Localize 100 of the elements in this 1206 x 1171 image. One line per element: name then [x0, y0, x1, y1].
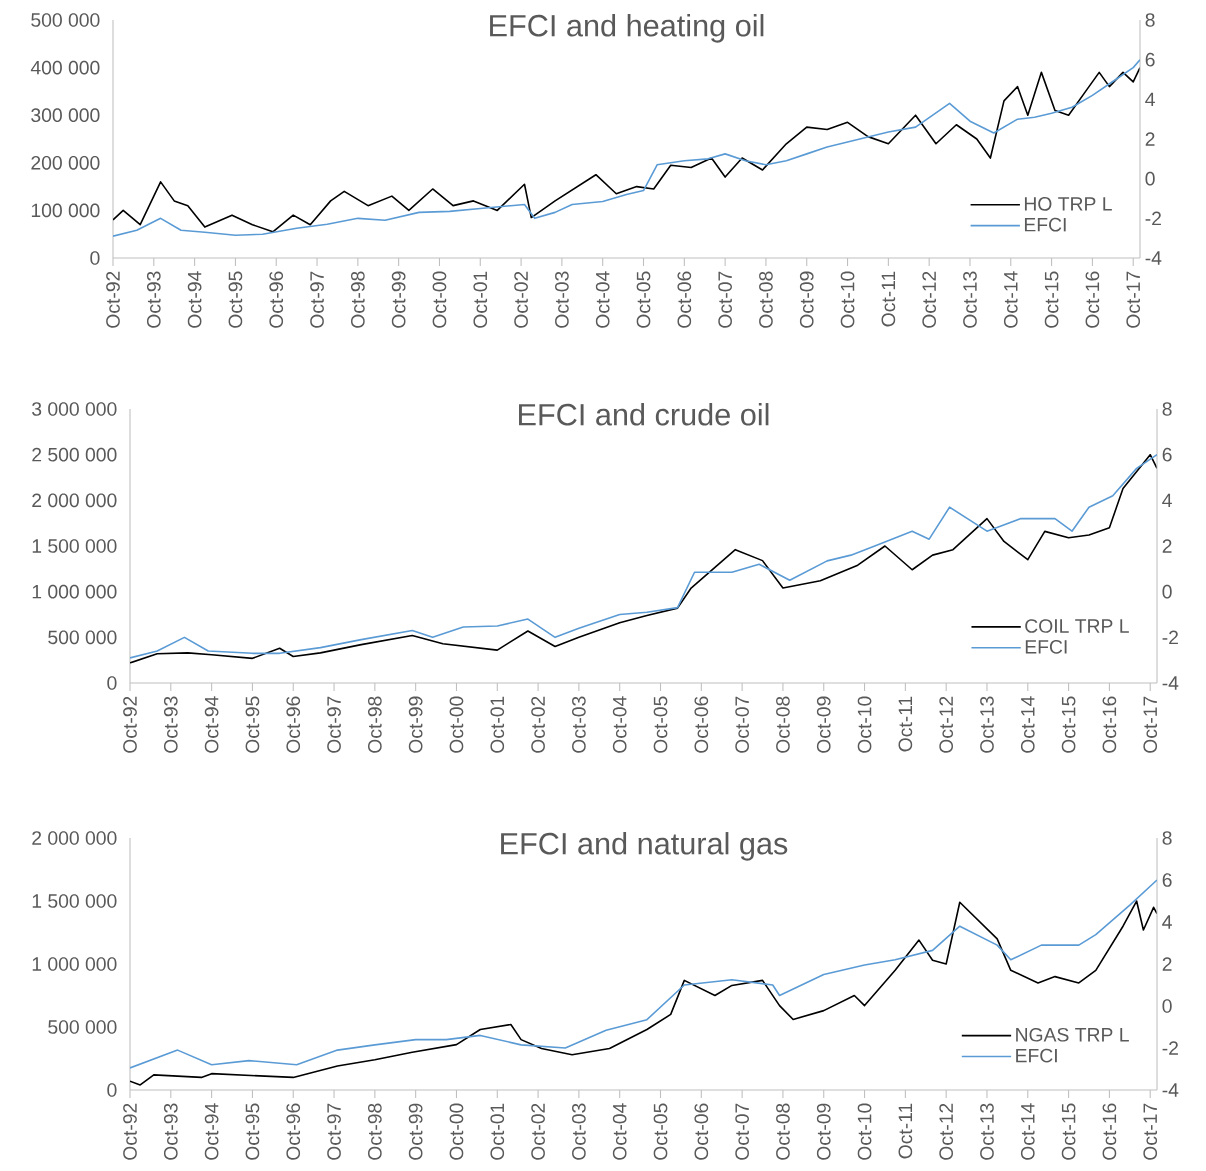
y-tick-label: 1 000 000	[32, 584, 117, 599]
y2-tick-label: 2	[1162, 539, 1172, 553]
y-tick-label: 100 000	[31, 203, 100, 218]
x-tick-label: Oct-08	[776, 696, 790, 753]
y2-tick-label: 8	[1162, 831, 1172, 845]
legend-label: EFCI	[1024, 217, 1066, 232]
x-tick-label: Oct-14	[1020, 696, 1035, 753]
legend-label: COIL TRP L	[1025, 619, 1129, 633]
x-tick-label: Oct-95	[245, 1103, 260, 1160]
x-tick-label: Oct-08	[776, 1103, 790, 1160]
x-tick-label: Oct-05	[636, 271, 651, 328]
y-tick-label: 300 000	[31, 108, 100, 123]
x-tick-label: Oct-03	[555, 271, 569, 328]
x-tick-label: Oct-02	[531, 696, 545, 753]
x-tick-label: Oct-01	[490, 1103, 505, 1160]
x-tick-label: Oct-03	[572, 1103, 586, 1160]
y2-tick-label: -4	[1162, 1083, 1179, 1097]
x-tick-label: Oct-94	[187, 271, 202, 328]
x-tick-label: Oct-11	[898, 696, 913, 752]
x-tick-label: Oct-09	[816, 696, 831, 753]
x-tick-label: Oct-03	[572, 696, 586, 753]
line-series	[130, 900, 1158, 1086]
y2-tick-label: 2	[1145, 132, 1155, 146]
x-tick-label: Oct-06	[694, 696, 709, 753]
x-tick-label: Oct-16	[1102, 1103, 1117, 1160]
x-tick-label: Oct-99	[408, 1103, 423, 1160]
x-tick-label: Oct-00	[449, 1103, 464, 1160]
x-tick-label: Oct-97	[327, 696, 341, 753]
x-tick-label: Oct-97	[310, 271, 324, 328]
x-tick-label: Oct-13	[980, 1103, 994, 1160]
x-tick-label: Oct-07	[735, 1103, 749, 1160]
x-tick-label: Oct-95	[245, 696, 260, 753]
x-tick-label: Oct-04	[595, 271, 610, 328]
y-tick-label: 500 000	[48, 630, 117, 645]
x-tick-label: Oct-15	[1061, 1103, 1076, 1160]
x-tick-label: Oct-05	[653, 1103, 668, 1160]
y-tick-label: 500 000	[48, 1020, 117, 1034]
x-tick-label: Oct-92	[106, 271, 120, 328]
y-tick-label: 1 000 000	[32, 957, 117, 971]
y2-tick-label: 8	[1145, 13, 1155, 27]
x-tick-label: Oct-12	[939, 1103, 954, 1160]
x-tick-label: Oct-92	[123, 1103, 137, 1160]
x-tick-label: Oct-00	[449, 696, 464, 753]
x-tick-label: Oct-17	[1143, 1103, 1158, 1160]
x-tick-label: Oct-06	[677, 271, 692, 328]
x-tick-label: Oct-98	[368, 696, 382, 753]
y2-tick-label: -2	[1145, 211, 1161, 226]
x-tick-label: Oct-14	[1020, 1103, 1035, 1160]
y-tick-label: 0	[90, 251, 100, 265]
x-tick-label: Oct-15	[1061, 696, 1076, 753]
y2-tick-label: -2	[1162, 630, 1178, 645]
line-series	[130, 879, 1158, 1069]
legend-label: EFCI	[1025, 639, 1067, 654]
y-tick-label: 200 000	[31, 155, 100, 170]
legend-label: NGAS TRP L	[1016, 1027, 1129, 1042]
y2-tick-label: 8	[1162, 402, 1172, 416]
x-tick-label: Oct-93	[163, 1103, 178, 1160]
x-tick-label: Oct-11	[898, 1103, 913, 1159]
y-tick-label: 0	[107, 676, 117, 690]
x-tick-label: Oct-99	[391, 271, 406, 328]
x-tick-label: Oct-13	[963, 271, 977, 328]
x-tick-label: Oct-12	[922, 271, 937, 328]
y2-tick-label: 0	[1162, 999, 1172, 1013]
x-tick-label: Oct-10	[840, 271, 855, 328]
x-tick-label: Oct-07	[718, 271, 732, 328]
x-tick-label: Oct-04	[612, 1103, 627, 1160]
x-tick-label: Oct-96	[286, 696, 301, 753]
y2-tick-label: 6	[1162, 873, 1172, 887]
x-tick-label: Oct-97	[327, 1103, 341, 1160]
x-tick-label: Oct-16	[1085, 271, 1100, 328]
y-tick-label: 500 000	[31, 13, 100, 27]
y2-tick-label: 6	[1162, 447, 1172, 462]
x-tick-label: Oct-06	[694, 1103, 709, 1160]
x-tick-label: Oct-17	[1143, 696, 1158, 753]
y-tick-label: 400 000	[30, 60, 100, 75]
x-tick-label: Oct-93	[146, 271, 161, 328]
x-tick-label: Oct-09	[799, 271, 814, 328]
x-tick-label: Oct-96	[286, 1103, 301, 1160]
y2-tick-label: 4	[1145, 92, 1155, 106]
y2-tick-label: 2	[1162, 957, 1172, 971]
x-tick-label: Oct-94	[204, 1103, 219, 1160]
x-tick-label: Oct-01	[473, 271, 488, 328]
y-tick-label: 1 500 000	[32, 894, 117, 908]
x-tick-label: Oct-10	[857, 696, 872, 753]
y-tick-label: 2 000 000	[32, 831, 117, 845]
legend-label: EFCI	[1016, 1048, 1057, 1063]
x-tick-label: Oct-92	[123, 696, 137, 753]
y2-tick-label: -4	[1162, 676, 1179, 690]
y-tick-label: 0	[107, 1083, 117, 1097]
x-tick-label: Oct-96	[269, 271, 284, 328]
x-tick-label: Oct-02	[514, 271, 528, 328]
x-tick-label: Oct-13	[980, 696, 994, 753]
y2-tick-label: 0	[1162, 584, 1172, 599]
x-tick-label: Oct-11	[881, 271, 896, 327]
x-tick-label: Oct-93	[163, 696, 178, 753]
x-tick-label: Oct-94	[204, 696, 219, 753]
x-tick-label: Oct-12	[939, 696, 954, 753]
y-tick-label: 2 000 000	[32, 493, 117, 508]
chart-title: EFCI and heating oil	[490, 14, 764, 43]
x-tick-label: Oct-99	[408, 696, 423, 753]
